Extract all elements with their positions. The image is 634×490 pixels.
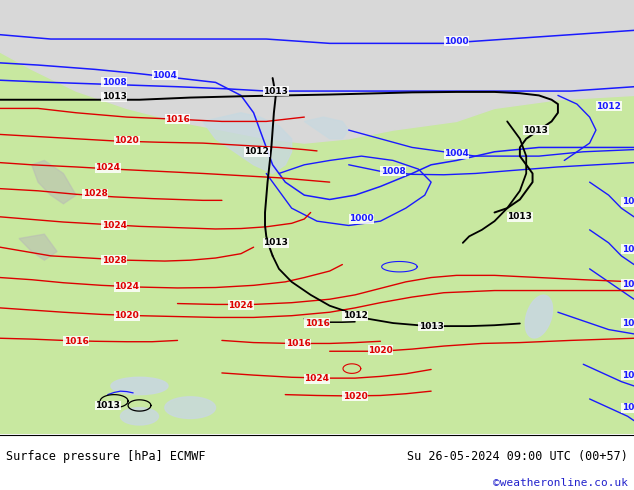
Text: 1012: 1012 [342, 311, 368, 320]
Text: 1013: 1013 [418, 322, 444, 331]
Text: 1013: 1013 [263, 87, 288, 96]
Text: 1000: 1000 [349, 215, 373, 223]
Ellipse shape [165, 397, 216, 418]
Text: 1016: 1016 [63, 337, 89, 346]
Text: 1020: 1020 [342, 392, 368, 401]
Text: 1013: 1013 [95, 401, 120, 410]
Text: 1008: 1008 [101, 78, 127, 87]
Text: 1004: 1004 [444, 149, 469, 158]
Text: ©weatheronline.co.uk: ©weatheronline.co.uk [493, 478, 628, 488]
Polygon shape [32, 160, 76, 204]
Text: 1004: 1004 [152, 71, 178, 79]
Text: 1008: 1008 [621, 245, 634, 254]
Text: 1016: 1016 [304, 318, 330, 328]
Text: 1008: 1008 [380, 167, 406, 176]
Ellipse shape [525, 295, 553, 338]
Text: 1013: 1013 [507, 212, 533, 221]
Text: 1012: 1012 [244, 147, 269, 156]
Text: 1028: 1028 [101, 256, 127, 265]
Text: 1008: 1008 [621, 279, 634, 289]
Text: 1020: 1020 [114, 311, 139, 320]
Text: 1013: 1013 [263, 238, 288, 247]
Text: 1013: 1013 [523, 125, 548, 135]
Text: 1028: 1028 [82, 189, 108, 198]
Text: 1004: 1004 [621, 370, 634, 380]
Text: 1024: 1024 [101, 220, 127, 229]
Polygon shape [304, 117, 349, 139]
Text: 1024: 1024 [304, 374, 330, 383]
Text: 1016: 1016 [165, 115, 190, 124]
Text: Su 26-05-2024 09:00 UTC (00+57): Su 26-05-2024 09:00 UTC (00+57) [407, 450, 628, 463]
Text: 1024: 1024 [114, 282, 139, 291]
Text: Surface pressure [hPa] ECMWF: Surface pressure [hPa] ECMWF [6, 450, 206, 463]
Text: 1024: 1024 [228, 301, 254, 310]
Text: 1008: 1008 [621, 197, 634, 206]
Text: 1020: 1020 [114, 136, 139, 145]
Text: 1024: 1024 [95, 163, 120, 172]
Text: 1012: 1012 [596, 102, 621, 111]
Text: 1008: 1008 [621, 318, 634, 328]
Ellipse shape [120, 408, 158, 425]
Text: 1000: 1000 [444, 37, 469, 46]
Text: 1020: 1020 [368, 346, 393, 355]
Text: 1016: 1016 [285, 340, 311, 348]
Polygon shape [203, 113, 292, 173]
Polygon shape [19, 234, 57, 260]
Polygon shape [0, 0, 634, 143]
Text: 1013: 1013 [101, 92, 127, 101]
Text: 1000: 1000 [622, 403, 634, 412]
Ellipse shape [111, 377, 168, 394]
